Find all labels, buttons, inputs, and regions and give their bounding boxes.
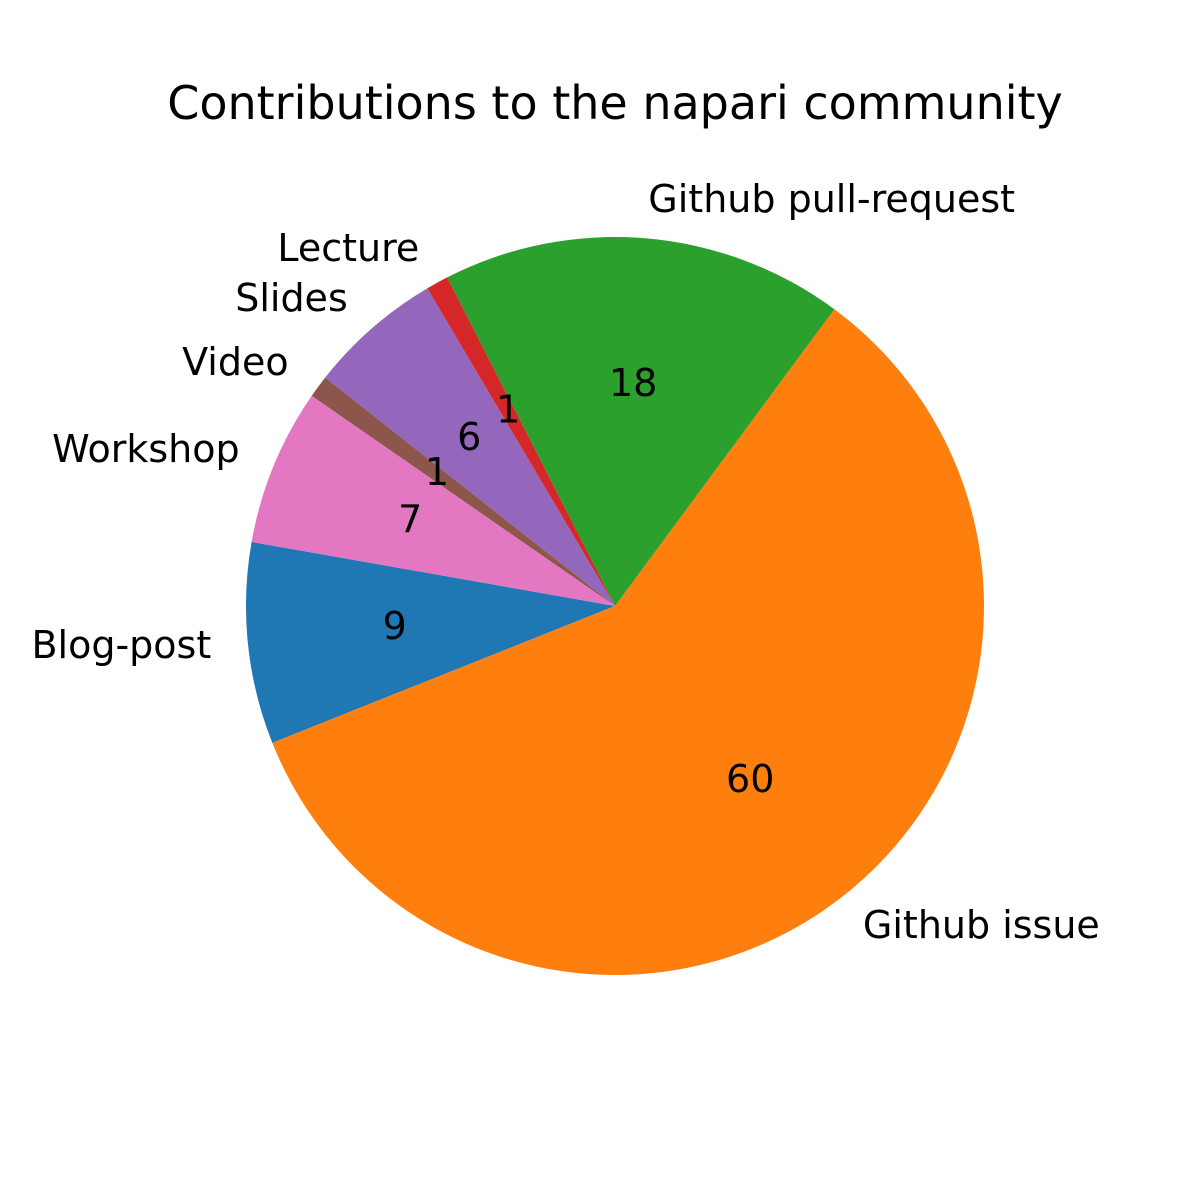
value-label-github-pull-request: 18 (609, 361, 657, 405)
slice-label-github-issue: Github issue (863, 903, 1100, 947)
pie-slice-github-issue (272, 309, 984, 976)
pie-slice-github-pull-request (447, 237, 835, 606)
pie-slice-labels: Blog-post Github issue Github pull-request… (31, 177, 1099, 947)
pie-slices (246, 237, 984, 976)
pie-slice-lecture (427, 277, 615, 606)
slice-label-video: Video (182, 340, 288, 384)
slice-label-github-pull-request: Github pull-request (648, 177, 1015, 221)
value-label-slides: 6 (457, 415, 481, 459)
slice-label-workshop: Workshop (52, 427, 239, 471)
value-label-blog-post: 9 (383, 604, 407, 648)
pie-slice-blog-post (246, 541, 616, 743)
pie-slice-slides (325, 288, 615, 606)
value-label-video: 1 (425, 450, 449, 494)
slice-label-lecture: Lecture (277, 226, 419, 270)
slice-label-blog-post: Blog-post (31, 623, 211, 667)
value-label-workshop: 7 (398, 497, 422, 541)
pie-slice-video (311, 377, 615, 606)
chart-title: Contributions to the napari community (167, 76, 1063, 130)
value-label-github-issue: 60 (726, 757, 774, 801)
value-label-lecture: 1 (496, 388, 520, 432)
slice-label-slides: Slides (235, 276, 348, 320)
pie-slice-workshop (251, 395, 615, 606)
